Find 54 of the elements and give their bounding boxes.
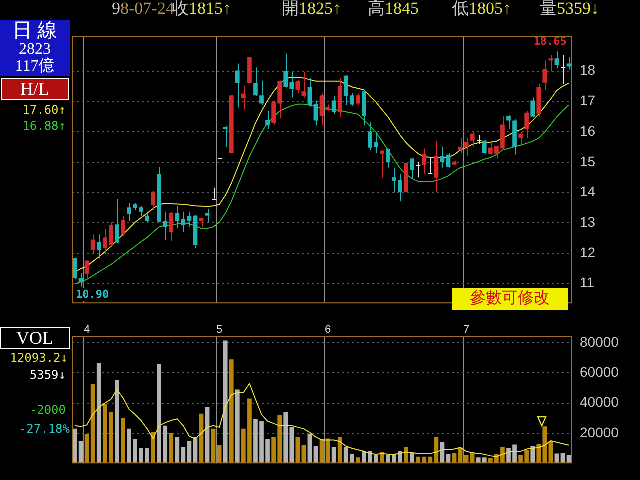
candlestick <box>476 134 482 145</box>
text: 量5359↓ <box>540 0 600 18</box>
text: 117億 <box>0 58 70 76</box>
y-tick-label: 18 <box>580 62 596 78</box>
candlestick <box>560 55 566 85</box>
text: 5359↓ <box>28 368 66 382</box>
y-tick-label: 13 <box>580 214 596 230</box>
annotation: 10.90 <box>74 288 112 301</box>
candlestick <box>416 162 422 178</box>
y-tick-label: 12 <box>580 244 596 260</box>
bar <box>121 418 126 464</box>
annotation: 參數可修改 <box>452 288 568 310</box>
text: 98-07-24 <box>112 0 174 18</box>
y-tick-label: 40000 <box>580 394 620 410</box>
annotation: 18.65 <box>534 34 567 48</box>
text: H/L <box>1 78 69 100</box>
bar <box>169 433 174 464</box>
y-tick-label: 16 <box>580 122 596 139</box>
text: 16.88↑ <box>22 119 66 133</box>
text: 2823 <box>0 41 70 58</box>
bar <box>229 360 234 464</box>
text: 低1805↑ <box>452 0 512 18</box>
text: 收1815↑ <box>172 0 232 18</box>
bar <box>296 437 300 464</box>
x-tick-label: 7 <box>464 324 470 336</box>
y-tick-label: 15 <box>580 153 596 170</box>
text: -2000 <box>28 403 66 417</box>
text: VOL <box>0 327 70 349</box>
bar <box>90 384 96 464</box>
bar <box>217 446 222 464</box>
x-tick-label: 5 <box>216 324 223 336</box>
y-tick-label: 11 <box>580 274 595 291</box>
text: -27.18% <box>18 422 70 436</box>
bar <box>223 340 228 464</box>
bar <box>530 446 536 464</box>
y-tick-label: 17 <box>580 92 596 109</box>
bar <box>404 447 409 464</box>
bar <box>96 363 102 464</box>
bar <box>235 390 240 464</box>
x-tick-label: 6 <box>324 324 332 336</box>
y-tick-label: 20000 <box>580 424 620 440</box>
x-tick-label: 4 <box>84 324 90 336</box>
text: 17.60↑ <box>22 103 66 117</box>
text: 12093.2↓ <box>9 351 68 365</box>
text: 日 線 <box>0 20 70 42</box>
y-tick-label: 60000 <box>580 364 620 380</box>
bar <box>151 432 156 464</box>
text: 開1825↑ <box>282 0 342 18</box>
candlestick <box>212 187 218 200</box>
bar <box>115 380 120 464</box>
y-tick-label: 80000 <box>580 334 620 350</box>
y-tick-label: 14 <box>580 184 596 200</box>
candlestick <box>428 157 434 176</box>
candlestick <box>223 126 228 148</box>
